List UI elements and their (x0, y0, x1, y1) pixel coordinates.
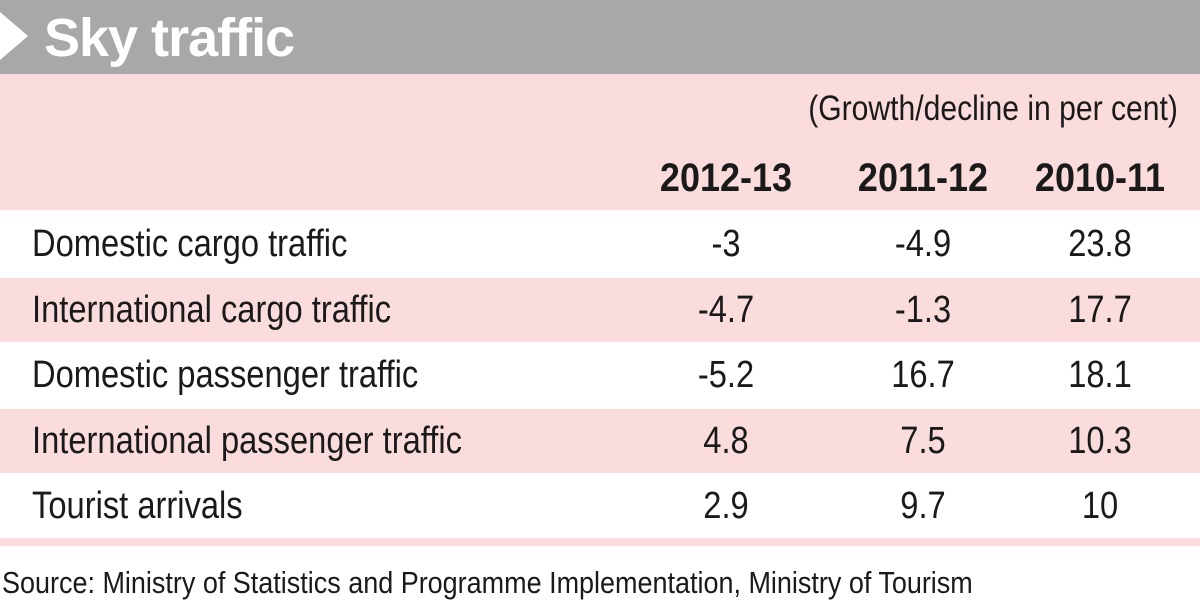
table-cell: 10.3 (1068, 419, 1132, 462)
table-cell: 4.8 (703, 419, 749, 462)
table-cell: -4.7 (697, 288, 755, 331)
row-label: International passenger traffic (32, 419, 462, 462)
table-cell: -5.2 (697, 354, 755, 396)
table-cell: 2.9 (703, 485, 749, 527)
table-cell: 23.8 (1068, 223, 1132, 265)
row-label: International cargo traffic (32, 288, 392, 331)
table-cell: 16.7 (891, 354, 955, 396)
table-row: International passenger traffic 4.8 7.5 10.… (0, 408, 1200, 473)
row-label: Domestic cargo traffic (32, 223, 348, 265)
table-cell: -1.3 (894, 288, 952, 331)
table-row: International cargo traffic -4.7 -1.3 17.7 (0, 277, 1200, 342)
column-header-2011-12: 2011-12 (857, 156, 989, 200)
table-cell: 10 (1081, 485, 1119, 527)
table-cell: -3 (711, 223, 741, 265)
table-row: Domestic cargo traffic -3 -4.9 23.8 (0, 212, 1200, 276)
table-bottom-rule (0, 538, 1200, 546)
row-label: Domestic passenger traffic (32, 354, 419, 396)
column-header-2012-13: 2012-13 (659, 156, 793, 200)
row-label: Tourist arrivals (32, 485, 243, 527)
table-cell: 9.7 (900, 485, 946, 527)
table-cell: 17.7 (1068, 288, 1132, 331)
header-band (0, 74, 1200, 210)
title-bar: Sky traffic (0, 0, 1200, 74)
source-note: Source: Ministry of Statistics and Progr… (2, 565, 973, 600)
table-row: Tourist arrivals 2.9 9.7 10 (0, 474, 1200, 538)
table-row: Domestic passenger traffic -5.2 16.7 18.1 (0, 343, 1200, 407)
table-cell: 18.1 (1068, 354, 1132, 396)
column-header-2010-11: 2010-11 (1034, 156, 1166, 200)
table-cell: -4.9 (894, 223, 952, 265)
table-cell: 7.5 (900, 419, 946, 462)
arrow-icon (0, 12, 28, 60)
unit-note: (Growth/decline in per cent) (808, 89, 1178, 128)
chart-title: Sky traffic (44, 8, 295, 68)
